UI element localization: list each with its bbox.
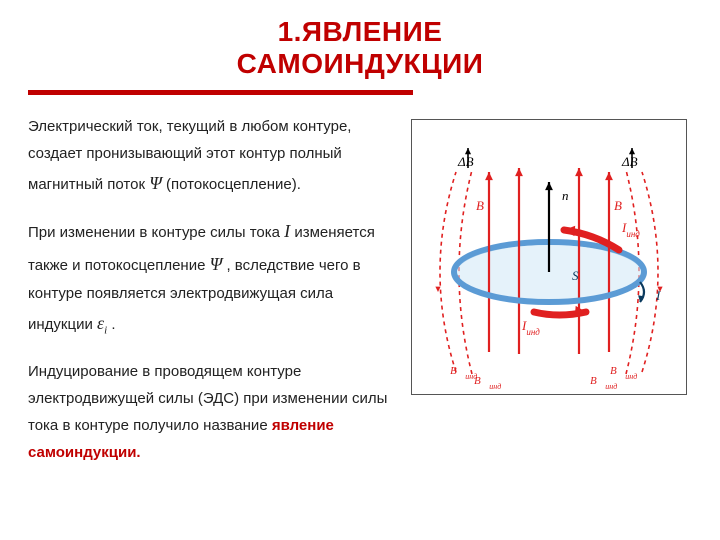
svg-text:S: S [572,268,579,283]
self-induction-diagram: B⃗B⃗ΔB⃗ΔB⃗n⃗SIиндIиндI⃗B⃗индB⃗индB⃗индB⃗… [414,122,684,392]
slide-title: 1.ЯВЛЕНИЕ САМОИНДУКЦИИ [28,16,692,80]
symbol-psi: Ψ [149,173,162,193]
p2d: . [111,316,115,333]
symbol-i: I [284,221,290,241]
eps-sub: i [104,325,107,337]
paragraph-3: Индуцирование в проводящем контуре элект… [28,358,393,466]
figure-column: B⃗B⃗ΔB⃗ΔB⃗n⃗SIиндIиндI⃗B⃗индB⃗индB⃗индB⃗… [405,113,692,482]
svg-text:ΔB⃗: ΔB⃗ [457,154,484,169]
figure-frame: B⃗B⃗ΔB⃗ΔB⃗n⃗SIиндIиндI⃗B⃗индB⃗индB⃗индB⃗… [411,119,687,395]
p2a: При изменении в контуре силы тока [28,224,284,241]
paragraph-2: При изменении в контуре силы тока I изме… [28,215,393,341]
title-underline [28,90,413,95]
p1b: (потокосцепление). [166,176,301,193]
svg-text:B⃗: B⃗ [476,198,494,213]
symbol-eps: εi [97,313,107,333]
svg-text:B⃗: B⃗ [614,198,632,213]
svg-text:n⃗: n⃗ [562,188,579,203]
title-line-2: САМОИНДУКЦИИ [28,48,692,80]
svg-text:I⃗: I⃗ [655,288,670,303]
paragraph-1: Электрический ток, текущий в любом конту… [28,113,393,199]
svg-text:ΔB⃗: ΔB⃗ [621,154,648,169]
text-column: Электрический ток, текущий в любом конту… [28,113,393,482]
title-line-1: 1.ЯВЛЕНИЕ [28,16,692,48]
content-row: Электрический ток, текущий в любом конту… [28,113,692,482]
symbol-psi-2: Ψ [210,254,223,274]
